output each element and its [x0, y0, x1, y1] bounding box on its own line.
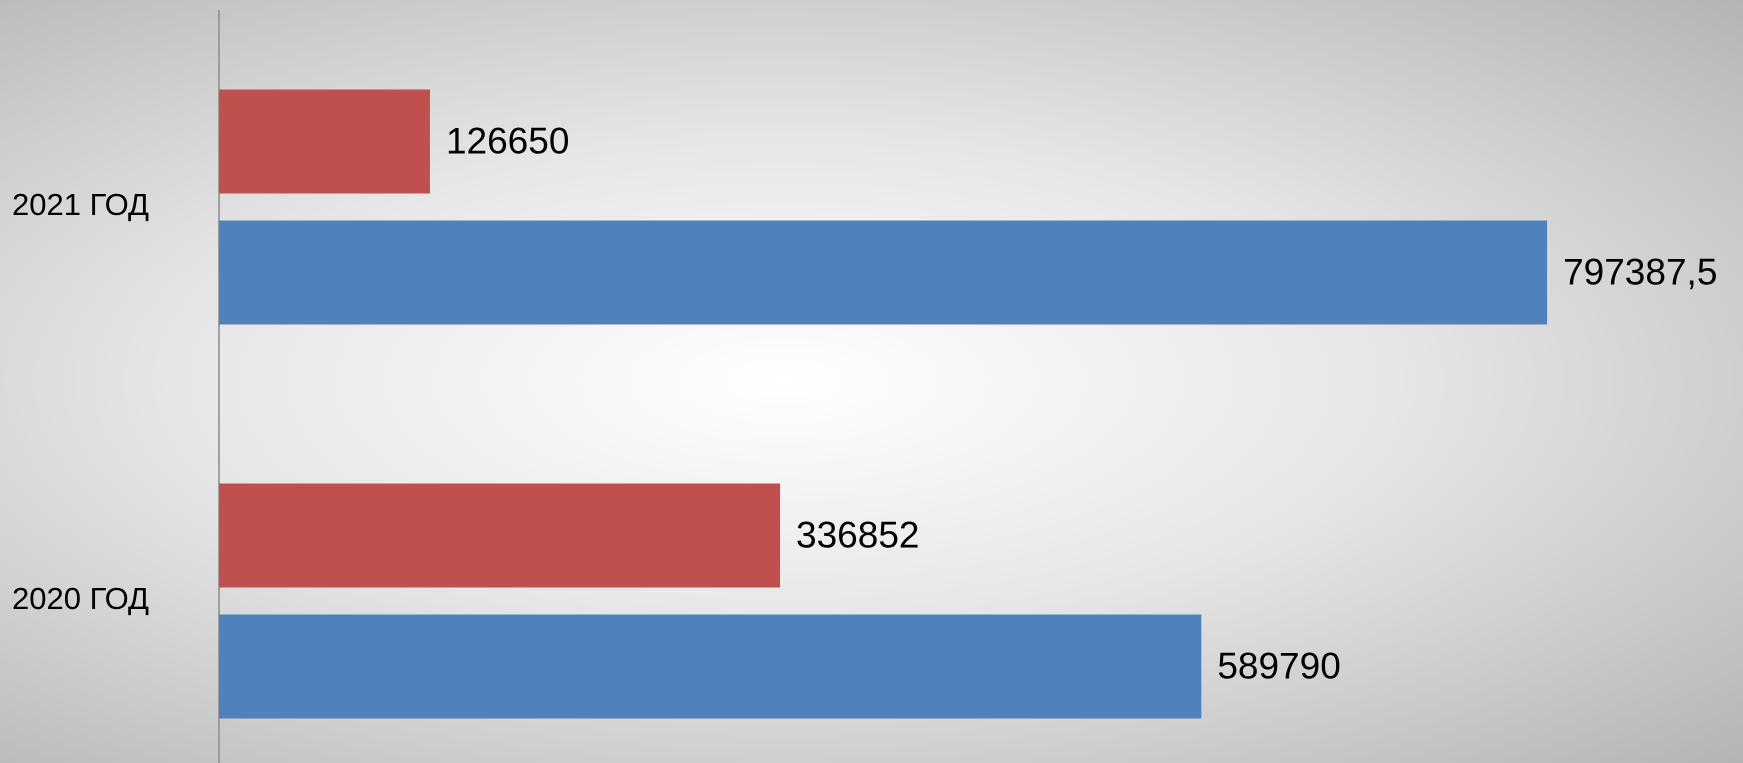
data-label: 589790 [1217, 645, 1340, 686]
y-tick-label: 2021 ГОД [12, 187, 149, 222]
data-label: 126650 [446, 120, 569, 161]
bar [219, 614, 1202, 719]
y-tick-label: 2020 ГОД [12, 581, 149, 616]
data-label: 797387,5 [1563, 251, 1717, 292]
data-label: 336852 [796, 514, 919, 555]
bar [219, 220, 1548, 325]
bar [219, 89, 430, 194]
bar [219, 483, 781, 588]
